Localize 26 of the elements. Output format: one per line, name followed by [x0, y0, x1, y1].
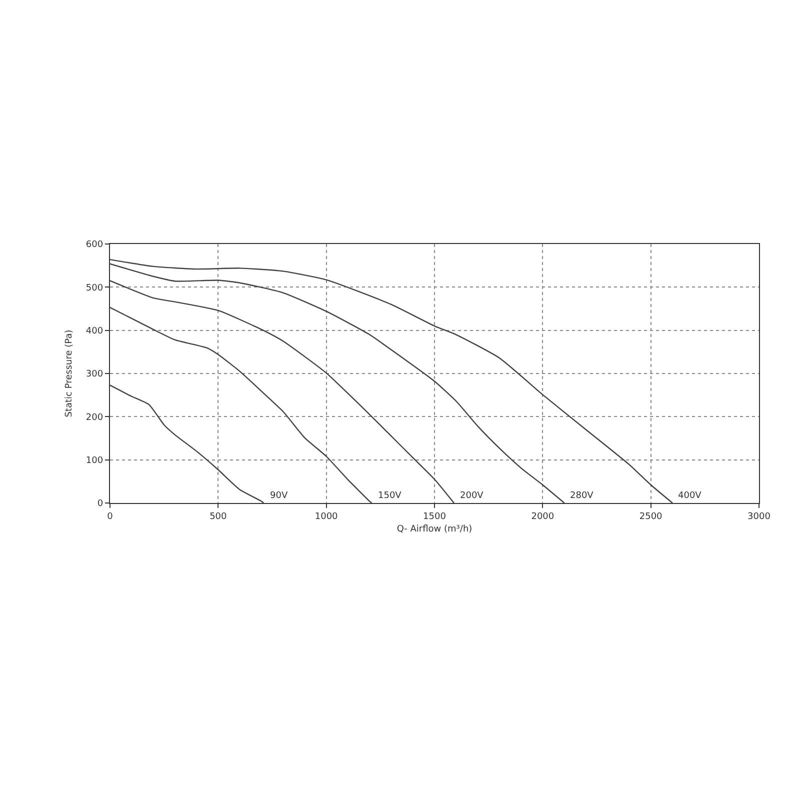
x-tick-label: 0	[107, 512, 114, 522]
line-series	[110, 263, 565, 503]
line-series	[110, 384, 264, 503]
y-tick-label: 0	[97, 499, 104, 510]
x-tick-label: 2500	[639, 512, 663, 522]
line-series	[110, 280, 455, 503]
series-label: 90V	[270, 491, 288, 501]
x-tick-label: 500	[210, 512, 228, 522]
series-label: 400V	[678, 491, 702, 501]
y-axis-title: Static Pressure (Pa)	[64, 330, 74, 418]
series-label: 280V	[570, 491, 594, 501]
line-series	[110, 306, 372, 503]
y-tick-label: 600	[86, 240, 104, 250]
y-tick-label: 500	[86, 283, 104, 294]
y-tick-label: 300	[86, 370, 104, 380]
series-label: 200V	[460, 491, 484, 501]
line-series	[110, 258, 674, 503]
x-axis-title: Q- Airflow (m³/h)	[396, 524, 472, 535]
y-tick-label: 400	[86, 326, 104, 336]
y-tick-label: 200	[86, 412, 104, 423]
series-label: 150V	[378, 491, 402, 501]
x-tick-label: 3000	[748, 512, 771, 522]
x-tick-label: 2000	[531, 512, 554, 522]
x-tick-label: 1500	[423, 512, 446, 522]
x-tick-label: 1000	[314, 512, 338, 522]
y-tick-label: 100	[86, 456, 104, 466]
